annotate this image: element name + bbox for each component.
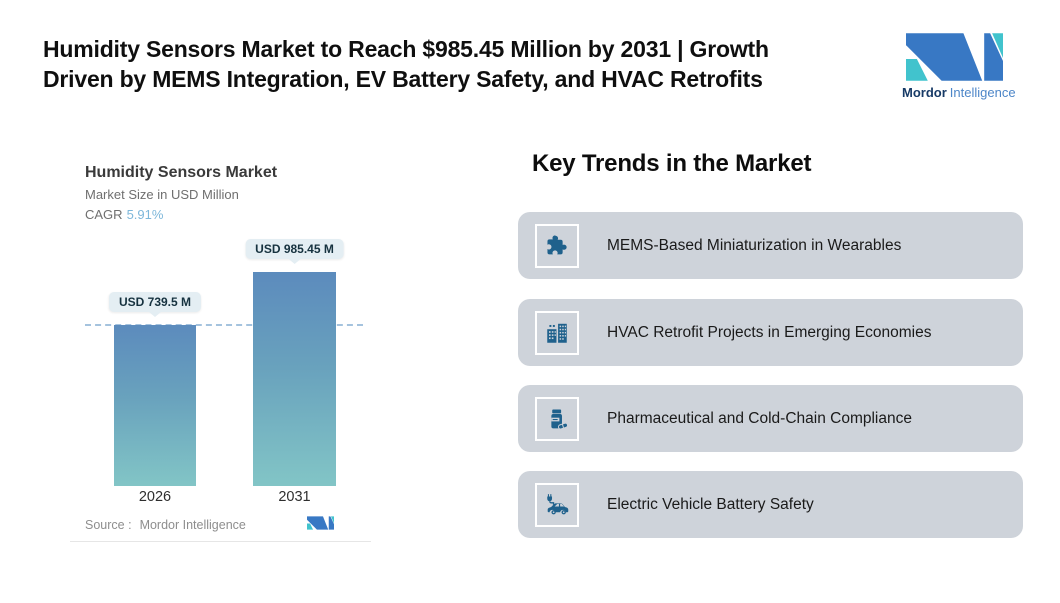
source-label: Source :: [85, 518, 132, 532]
trend-label: HVAC Retrofit Projects in Emerging Econo…: [607, 323, 932, 341]
x-axis-label-2026: 2026: [138, 489, 172, 505]
chart-subtitle: Market Size in USD Million: [85, 187, 239, 202]
page-title-line2: Driven by MEMS Integration, EV Battery S…: [43, 66, 763, 92]
page-title: Humidity Sensors Market to Reach $985.45…: [43, 34, 873, 94]
bar-2026: [114, 325, 196, 486]
brand-logo: Mordor Intelligence: [902, 33, 1016, 100]
mordor-mini-logo-icon: [307, 516, 334, 530]
trend-icon-box: [535, 396, 579, 441]
bar-value-label-2031: USD 985.45 M: [245, 239, 344, 259]
buildings-icon: [547, 323, 567, 343]
pill-bottle-icon: [551, 408, 568, 429]
trend-label: MEMS-Based Miniaturization in Wearables: [607, 236, 902, 254]
trend-card-pharma: Pharmaceutical and Cold-Chain Compliance: [518, 385, 1023, 452]
trends-heading: Key Trends in the Market: [532, 150, 812, 177]
chart-source: Source : Mordor Intelligence: [85, 518, 246, 532]
electric-car-icon: [547, 493, 569, 514]
puzzle-icon: [547, 234, 567, 254]
bar-value-label-2026: USD 739.5 M: [108, 292, 202, 312]
source-value: Mordor Intelligence: [139, 518, 246, 532]
chart-cagr: CAGR 5.91%: [85, 207, 163, 222]
brand-name-light: Intelligence: [949, 85, 1016, 100]
trend-icon-box: [535, 223, 579, 268]
trend-card-hvac: HVAC Retrofit Projects in Emerging Econo…: [518, 299, 1023, 366]
brand-name-bold: Mordor: [902, 85, 947, 100]
mordor-intelligence-logo-icon: [905, 33, 1003, 81]
trend-icon-box: [535, 310, 579, 355]
trend-label: Pharmaceutical and Cold-Chain Compliance: [607, 409, 912, 427]
trend-card-mems: MEMS-Based Miniaturization in Wearables: [518, 212, 1023, 279]
brand-name: Mordor Intelligence: [902, 85, 1016, 100]
trend-card-ev: Electric Vehicle Battery Safety: [518, 471, 1023, 538]
trend-label: Electric Vehicle Battery Safety: [607, 495, 814, 513]
market-size-chart: Humidity Sensors Market Market Size in U…: [0, 0, 420, 603]
chart-title: Humidity Sensors Market: [85, 164, 278, 181]
reference-dashed-line: [85, 324, 363, 326]
bar-2031: [253, 272, 336, 486]
page-title-line1: Humidity Sensors Market to Reach $985.45…: [43, 36, 769, 62]
trend-icon-box: [535, 482, 579, 527]
cagr-value: 5.91%: [126, 207, 164, 222]
cagr-label: CAGR: [85, 207, 123, 222]
x-axis-label-2031: 2031: [278, 489, 311, 505]
chart-bottom-divider: [70, 541, 371, 542]
